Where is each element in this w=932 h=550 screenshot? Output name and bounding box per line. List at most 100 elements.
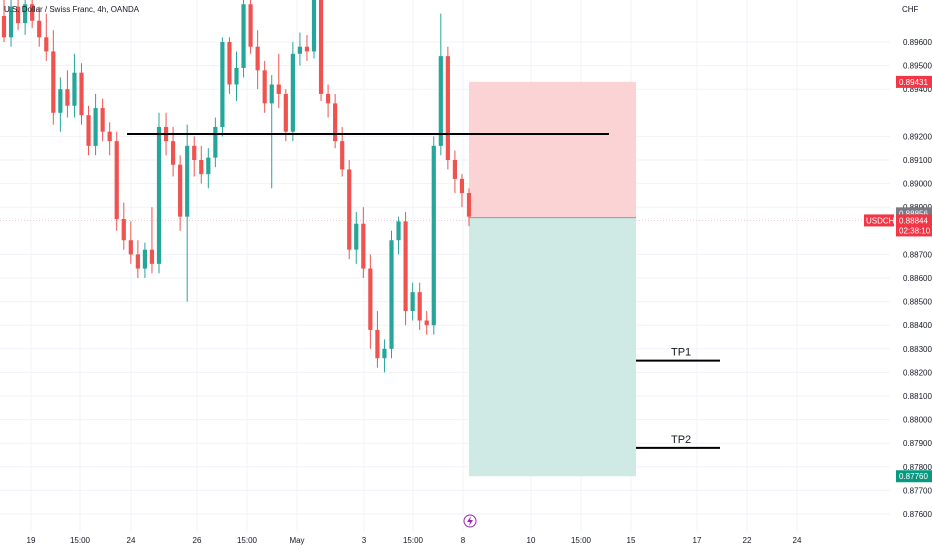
candle-body (192, 145, 197, 160)
candle-body (135, 254, 140, 269)
candle-body (107, 131, 112, 142)
stop-price-label-bg (896, 75, 932, 88)
time-tick: 26 (193, 536, 202, 545)
time-tick: 19 (27, 536, 36, 545)
candle-body (389, 240, 394, 349)
symbol-label: USDCHF (866, 216, 899, 225)
candle-body (304, 46, 310, 52)
candle-body (368, 268, 373, 330)
tp2-label[interactable]: TP2 (671, 434, 691, 446)
tp1-label[interactable]: TP1 (671, 347, 691, 359)
candle-body (114, 141, 119, 219)
price-tick: 0.88200 (903, 368, 932, 377)
time-tick: 24 (127, 536, 136, 545)
candle-body (410, 292, 415, 312)
candle-body (1, 16, 7, 38)
stop-loss-zone[interactable] (469, 81, 636, 218)
time-tick: 15:00 (403, 536, 424, 545)
entry-price-label: 0.88856 (899, 209, 928, 218)
last-price-label: 0.88844 (899, 216, 928, 225)
candle-body (121, 219, 126, 241)
candle-body (417, 292, 422, 321)
candle-body (347, 169, 352, 250)
candle-body (86, 115, 91, 146)
last-price-label-bg (896, 214, 932, 237)
candle-body (185, 145, 190, 217)
time-tick: 10 (527, 536, 536, 545)
price-tick: 0.87900 (903, 439, 932, 448)
candle-body (206, 157, 211, 175)
candle-body (382, 348, 387, 359)
candle-body (227, 42, 232, 85)
target-price-label: 0.87760 (899, 472, 928, 481)
candle-body (65, 89, 70, 106)
time-tick: 15 (627, 536, 636, 545)
candle-body (220, 42, 225, 127)
candle-body (51, 51, 56, 113)
candle-body (340, 141, 345, 170)
candle-body (248, 4, 253, 47)
candle-body (333, 103, 338, 142)
candle-body (325, 93, 331, 104)
candle-body (438, 56, 443, 146)
time-tick: 3 (362, 536, 367, 545)
time-tick: May (289, 536, 304, 545)
stop-price-label: 0.89431 (899, 78, 928, 87)
candle-body (142, 249, 148, 269)
candle-body (290, 53, 295, 132)
candle-body (149, 249, 155, 264)
price-tick: 0.88100 (903, 392, 932, 401)
candle-body (318, 0, 324, 94)
candle-body (156, 126, 162, 264)
candle-body (276, 84, 281, 94)
target-price-label-bg (896, 470, 932, 483)
candles (1, 0, 472, 373)
time-tick: 24 (793, 536, 802, 545)
candle-body (178, 164, 183, 217)
time-axis[interactable]: 19 15:00 24 26 15:00 May 3 15:00 8 10 15:00 15 17 22 2… (27, 536, 802, 545)
candle-body (396, 221, 401, 241)
candle-body (262, 70, 267, 104)
bar-countdown-label: 02:38:10 (899, 226, 931, 235)
candle-body (445, 56, 450, 160)
candle-body (44, 37, 49, 52)
take-profit-zone[interactable] (469, 217, 636, 477)
time-tick: 15:00 (237, 536, 258, 545)
price-labels: 0.89431 0.88856 USDCHF 0.88844 02:38:10 … (864, 75, 932, 483)
candle-body (79, 72, 84, 116)
candle-body (8, 6, 14, 38)
candle-body (452, 160, 458, 179)
price-tick: 0.88300 (903, 345, 932, 354)
price-tick: 0.88600 (903, 274, 932, 283)
candle-body (170, 141, 176, 165)
candle-body (255, 46, 260, 71)
candle-body (241, 4, 246, 68)
position-zones[interactable] (469, 81, 636, 477)
drawings[interactable] (127, 133, 720, 449)
price-currency: CHF (902, 5, 919, 14)
lightning-icon[interactable] (463, 514, 477, 528)
candle-body (23, 4, 28, 24)
symbol-label-bg (864, 214, 894, 227)
price-tick: 0.89000 (903, 180, 932, 189)
candle-body (466, 193, 472, 217)
price-axis[interactable]: 0.89600 0.89500 0.89400 0.89200 0.89100 0.890… (903, 38, 932, 519)
candle-body (431, 145, 436, 326)
candle-body (354, 223, 359, 250)
price-tick: 0.89500 (903, 62, 932, 71)
price-tick: 0.88400 (903, 321, 932, 330)
candle-body (199, 160, 204, 175)
time-tick: 15:00 (571, 536, 592, 545)
time-tick: 17 (693, 536, 702, 545)
time-tick: 15:00 (70, 536, 91, 545)
candle-body (15, 6, 21, 24)
candle-body (37, 20, 42, 38)
candle-body (93, 108, 98, 146)
candle-body (297, 46, 303, 54)
candle-body (361, 223, 366, 269)
candle-body (58, 89, 63, 113)
candle-body (100, 108, 105, 132)
price-tick: 0.89200 (903, 132, 932, 141)
